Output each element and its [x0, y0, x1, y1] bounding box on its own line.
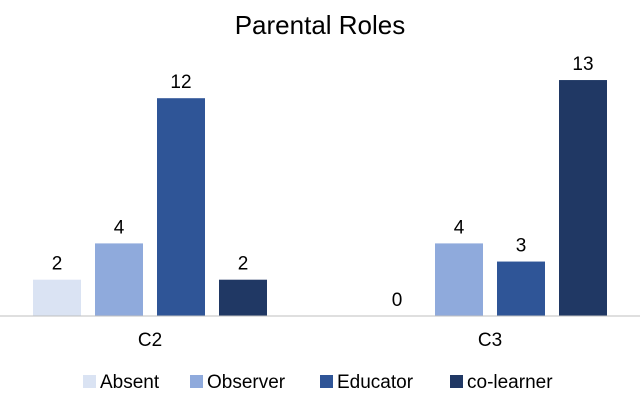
- legend-item-absent: Absent: [83, 372, 160, 393]
- category-label-c3: C3: [478, 330, 502, 351]
- data-label-c3-co-learner: 13: [572, 54, 593, 75]
- legend-label-observer: Observer: [207, 372, 286, 393]
- legend-label-absent: Absent: [100, 372, 160, 393]
- legend-item-co-learner: co-learner: [450, 372, 553, 393]
- category-label-group: C2 C3: [138, 330, 502, 351]
- bar-c2-educator: [157, 98, 205, 316]
- category-label-c2: C2: [138, 330, 162, 351]
- legend-label-educator: Educator: [337, 372, 414, 393]
- legend-swatch-co-learner: [450, 375, 463, 388]
- legend-swatch-observer: [190, 375, 203, 388]
- data-label-c3-absent: 0: [392, 290, 403, 311]
- legend: Absent Observer Educator co-learner: [83, 372, 553, 393]
- bar-c2-co-learner: [219, 279, 267, 316]
- data-label-c3-observer: 4: [454, 217, 465, 238]
- chart-title: Parental Roles: [235, 10, 406, 40]
- data-label-c2-educator: 12: [170, 72, 191, 93]
- legend-swatch-educator: [320, 375, 333, 388]
- bar-c3-observer: [435, 243, 483, 316]
- data-label-c2-absent: 2: [52, 254, 63, 275]
- bar-c2-observer: [95, 243, 143, 316]
- data-label-c2-co-learner: 2: [238, 254, 249, 275]
- data-label-c2-observer: 4: [114, 217, 125, 238]
- bar-c3-educator: [497, 261, 545, 316]
- bar-group: [33, 80, 607, 316]
- legend-swatch-absent: [83, 375, 96, 388]
- bar-c2-absent: [33, 279, 81, 316]
- legend-item-observer: Observer: [190, 372, 286, 393]
- bar-c3-co-learner: [559, 80, 607, 316]
- legend-item-educator: Educator: [320, 372, 414, 393]
- data-label-c3-educator: 3: [516, 236, 527, 257]
- legend-label-co-learner: co-learner: [467, 372, 553, 393]
